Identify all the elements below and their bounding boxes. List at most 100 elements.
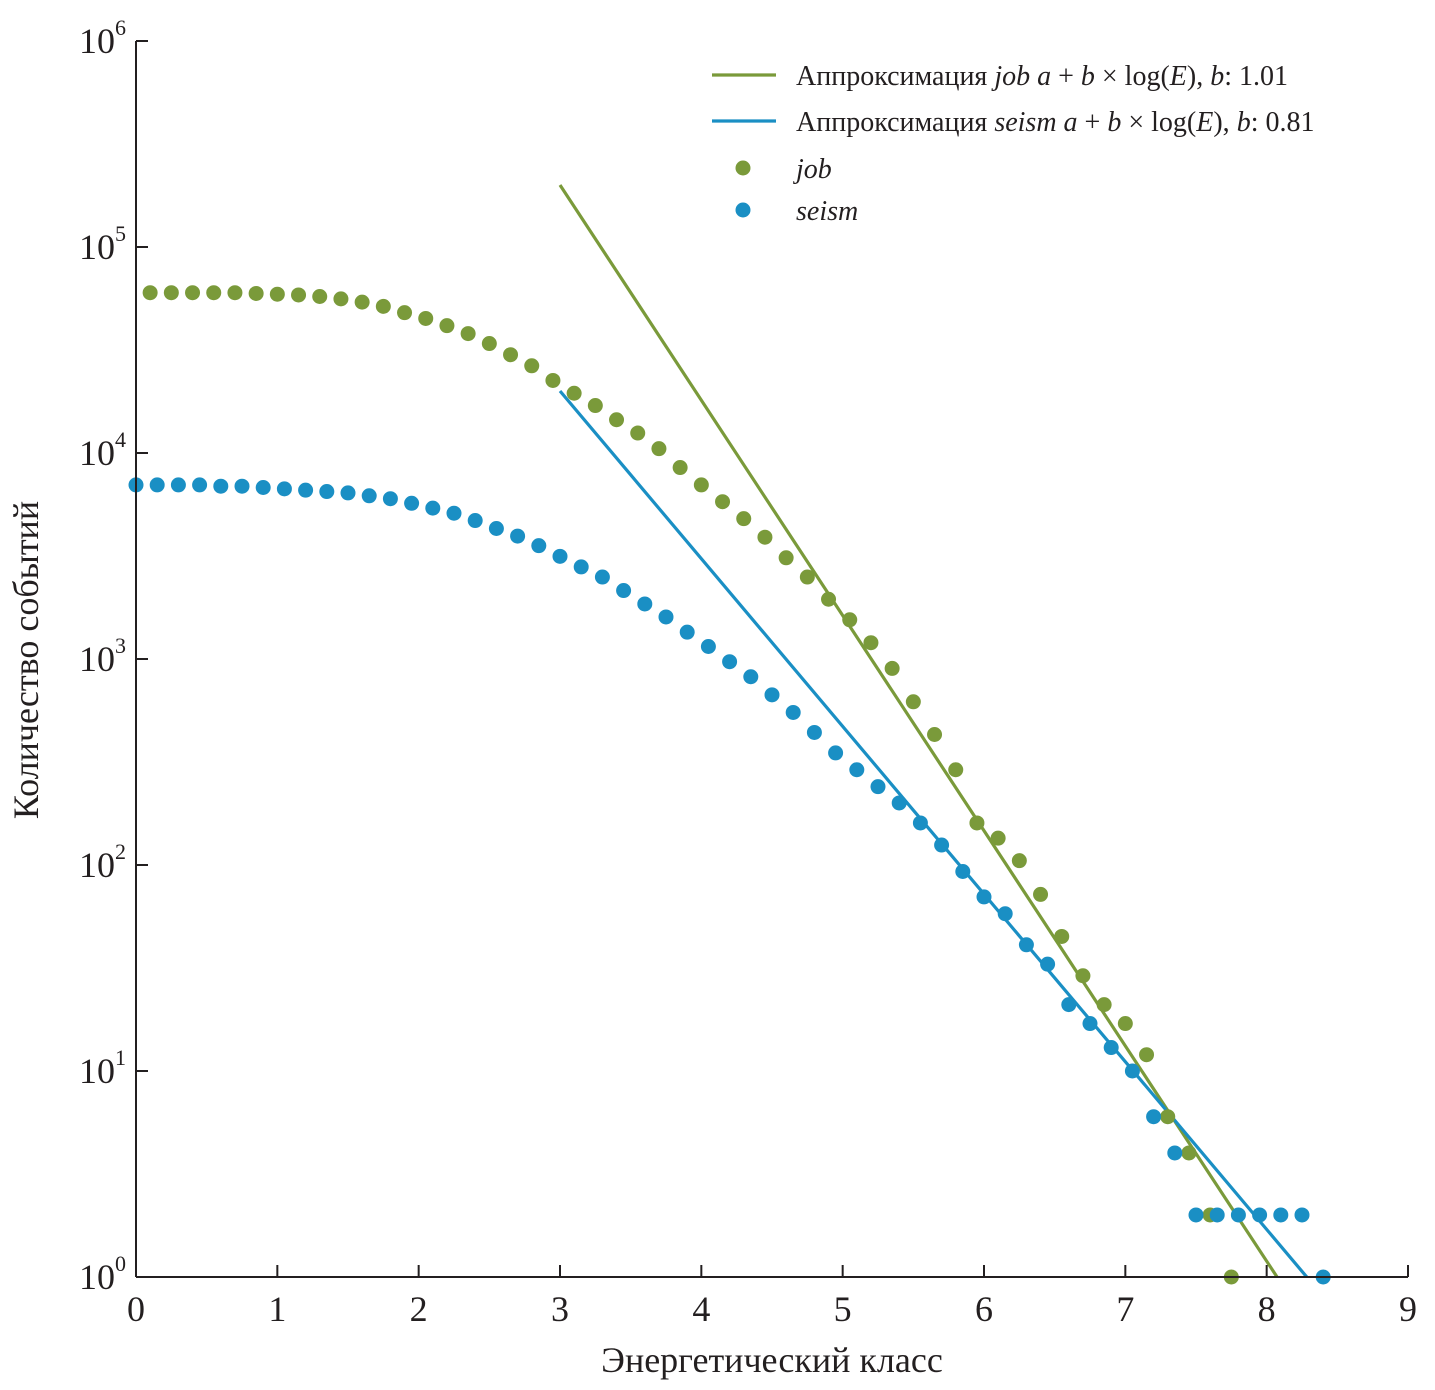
fit-line-seism	[558, 389, 1309, 1277]
legend-label-part: ),	[1187, 61, 1210, 92]
data-point-seism	[255, 480, 271, 496]
legend-dot-swatch	[735, 202, 751, 218]
y-tick-label: 104	[79, 427, 126, 473]
data-point-job	[1033, 886, 1049, 902]
legend-label-part: seism	[796, 196, 858, 227]
data-point-seism	[870, 779, 886, 795]
y-tick-base: 10	[79, 21, 115, 61]
data-point-seism	[276, 481, 292, 497]
legend: Аппроксимация job a + b × log(E), b: 1.0…	[712, 61, 1314, 227]
legend-label-part: E	[1169, 61, 1187, 92]
data-point-seism	[1188, 1207, 1204, 1223]
data-point-job	[863, 635, 879, 651]
data-point-job	[693, 477, 709, 493]
legend-label-part: b	[1210, 61, 1224, 92]
fit-lines	[558, 184, 1309, 1277]
legend-label-part: Аппроксимация	[796, 61, 994, 92]
data-point-seism	[467, 513, 483, 529]
legend-label-part: ),	[1213, 107, 1236, 138]
data-point-seism	[1082, 1016, 1098, 1032]
data-point-seism	[552, 548, 568, 564]
data-point-seism	[955, 863, 971, 879]
y-tick-exponent: 5	[115, 221, 126, 246]
y-tick-base: 10	[79, 845, 115, 885]
axes	[135, 41, 1408, 1278]
y-tick-exponent: 0	[115, 1251, 126, 1276]
x-tick-label: 6	[975, 1289, 993, 1329]
data-point-seism	[1294, 1207, 1310, 1223]
y-tick-exponent: 1	[115, 1045, 126, 1070]
data-point-job	[524, 358, 540, 374]
scatter-points	[128, 285, 1331, 1285]
data-point-job	[185, 285, 201, 301]
y-tick-exponent: 2	[115, 839, 126, 864]
data-point-job	[609, 412, 625, 428]
data-point-seism	[340, 485, 356, 501]
data-point-seism	[1167, 1145, 1183, 1161]
data-point-job	[1096, 997, 1112, 1013]
data-point-job	[354, 294, 370, 310]
data-point-seism	[319, 484, 335, 500]
y-tick-base: 10	[79, 1051, 115, 1091]
data-point-job	[1054, 928, 1070, 944]
legend-label: seism	[796, 196, 858, 227]
x-tick-label: 0	[127, 1289, 145, 1329]
data-point-job	[439, 318, 455, 334]
data-point-job	[905, 694, 921, 710]
data-point-seism	[1209, 1207, 1225, 1223]
x-tick-label: 4	[692, 1289, 710, 1329]
data-point-seism	[1146, 1109, 1162, 1125]
legend-label-part: × log(	[1095, 61, 1170, 92]
y-tick-label: 101	[79, 1045, 126, 1091]
y-tick-base: 10	[79, 433, 115, 473]
legend-label-part: b	[1081, 61, 1095, 92]
data-point-job	[884, 660, 900, 676]
data-point-seism	[382, 491, 398, 507]
data-point-seism	[149, 477, 165, 493]
data-point-job	[312, 289, 328, 305]
x-tick-label: 5	[834, 1289, 852, 1329]
data-point-job	[545, 372, 561, 388]
data-point-job	[1075, 968, 1091, 984]
data-point-job	[672, 460, 688, 476]
data-point-job	[291, 287, 307, 303]
data-point-seism	[1230, 1207, 1246, 1223]
data-point-seism	[1103, 1040, 1119, 1056]
data-point-job	[842, 612, 858, 628]
data-point-seism	[658, 609, 674, 625]
data-point-seism	[722, 654, 738, 670]
data-point-seism	[213, 478, 229, 494]
data-point-job	[778, 550, 794, 566]
data-point-seism	[1273, 1207, 1289, 1223]
legend-label-part: job a	[991, 61, 1051, 92]
legend-label-part: : 1.01	[1224, 61, 1288, 92]
data-point-job	[566, 385, 582, 401]
data-point-job	[948, 762, 964, 778]
legend-label: Аппроксимация seism a + b × log(E), b: 0…	[796, 107, 1314, 138]
data-point-seism	[785, 704, 801, 720]
legend-label: Аппроксимация job a + b × log(E), b: 1.0…	[796, 61, 1288, 92]
data-point-job	[460, 326, 476, 342]
data-point-seism	[679, 624, 695, 640]
data-point-job	[1160, 1109, 1176, 1125]
data-point-job	[397, 305, 413, 321]
y-tick-label: 100	[79, 1251, 126, 1297]
data-point-seism	[1061, 997, 1077, 1013]
data-point-seism	[488, 521, 504, 537]
data-point-job	[1181, 1145, 1197, 1161]
data-point-job	[375, 298, 391, 314]
data-point-seism	[1252, 1207, 1268, 1223]
data-point-seism	[912, 815, 928, 831]
data-point-seism	[849, 762, 865, 778]
data-point-job	[757, 529, 773, 545]
x-tick-label: 2	[410, 1289, 428, 1329]
data-point-job	[163, 285, 179, 301]
data-point-job	[206, 285, 222, 301]
data-point-job	[248, 285, 264, 301]
data-point-seism	[594, 569, 610, 585]
y-tick-label: 103	[79, 633, 126, 679]
data-point-job	[969, 815, 985, 831]
y-tick-exponent: 3	[115, 633, 126, 658]
